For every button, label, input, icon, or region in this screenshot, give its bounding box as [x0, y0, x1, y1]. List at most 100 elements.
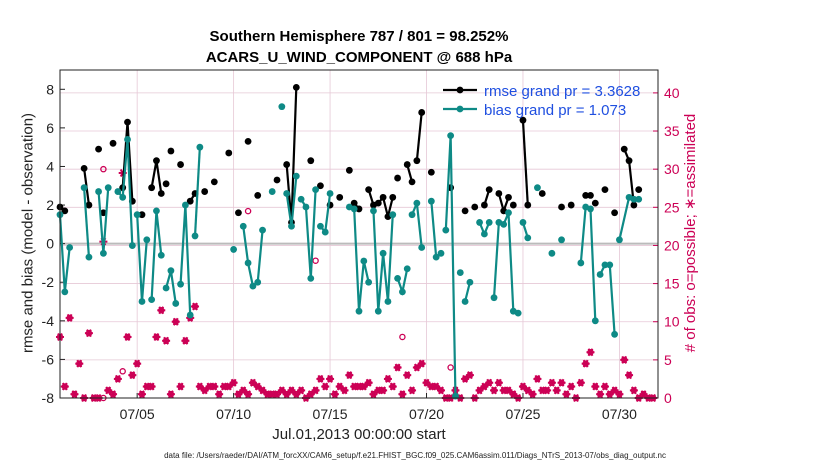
bias-point — [601, 261, 609, 269]
bias-point — [119, 193, 127, 201]
bias-point — [268, 188, 276, 195]
y-tick-label-right: 35 — [664, 123, 680, 139]
obs-assimilated-point — [480, 382, 489, 391]
y-tick-label-left: -8 — [42, 390, 55, 406]
rmse-point — [273, 176, 281, 184]
rmse-point — [519, 116, 527, 124]
rmse-point — [95, 145, 102, 153]
obs-assimilated-point — [215, 390, 224, 399]
obs-assimilated-point — [567, 382, 576, 391]
rmse-point — [186, 197, 194, 205]
obs-assimilated-point — [523, 386, 532, 395]
rmse-point — [109, 139, 117, 147]
obs-assimilated-point — [84, 329, 93, 338]
rmse-point — [495, 190, 503, 197]
bias-point — [490, 294, 498, 302]
obs-assimilated-point — [137, 390, 146, 399]
rmse-point — [480, 201, 488, 209]
rmse-point — [403, 161, 411, 168]
bias-point — [355, 307, 363, 315]
y-tick-label-left: 4 — [46, 158, 54, 174]
obs-assimilated-point — [321, 382, 330, 391]
obs-possible-point — [447, 364, 454, 371]
bias-point — [635, 195, 643, 203]
bias-point — [153, 207, 160, 215]
obs-assimilated-point — [379, 386, 388, 395]
obs-assimilated-point — [383, 374, 392, 383]
obs-assimilated-point — [113, 374, 122, 383]
obs-assimilated-point — [248, 378, 257, 387]
bias-point — [162, 284, 170, 292]
bias-point — [80, 184, 88, 192]
rmse-point — [225, 149, 233, 157]
obs-assimilated-point — [581, 359, 590, 368]
bias-point — [186, 311, 194, 319]
rmse-point — [611, 209, 618, 217]
rmse-point — [80, 165, 88, 172]
x-tick-label: 07/05 — [120, 406, 155, 422]
rmse-point — [630, 201, 638, 209]
rmse-point — [235, 209, 242, 217]
rmse-point — [61, 207, 69, 215]
obs-assimilated-point — [408, 386, 417, 395]
rmse-point — [509, 201, 517, 209]
bias-point — [312, 186, 319, 194]
rmse-point — [157, 190, 165, 197]
bias-point — [606, 261, 614, 269]
bias-point — [630, 195, 638, 203]
bias-point — [321, 228, 329, 236]
rmse-point — [153, 157, 160, 165]
obs-possible-point — [399, 333, 406, 341]
rmse-point — [505, 193, 512, 201]
obs-assimilated-point — [485, 378, 494, 387]
obs-assimilated-point — [557, 378, 566, 387]
obs-assimilated-point — [306, 390, 315, 399]
rmse-point — [167, 147, 175, 155]
rmse-point — [408, 178, 416, 186]
rmse-point — [582, 192, 590, 199]
bias-series-line — [83, 187, 91, 258]
bias-point — [587, 205, 594, 213]
y-tick-label-right: 30 — [664, 161, 680, 177]
obs-assimilated-point — [166, 390, 175, 399]
bias-point — [389, 211, 397, 219]
obs-assimilated-point — [340, 386, 349, 395]
obs-possible-point — [100, 165, 107, 173]
y-tick-label-right: 25 — [664, 199, 680, 215]
legend-rmse-marker — [456, 86, 464, 94]
obs-assimilated-point — [75, 359, 84, 368]
bias-point — [519, 219, 527, 226]
obs-assimilated-point — [152, 332, 161, 341]
obs-assimilated-point — [239, 386, 248, 395]
bias-point — [466, 278, 474, 286]
rmse-point — [283, 161, 291, 168]
bias-point — [254, 278, 262, 286]
rmse-point — [162, 180, 170, 188]
obs-assimilated-point — [311, 386, 320, 395]
x-tick-label: 07/15 — [313, 406, 348, 422]
x-tick-label: 07/10 — [216, 406, 251, 422]
bias-point — [172, 300, 180, 307]
chart-title: Southern Hemisphere 787 / 801 = 98.252% — [209, 28, 509, 45]
axes-box — [59, 69, 659, 399]
obs-assimilated-point — [369, 390, 378, 399]
bias-point — [437, 249, 445, 257]
bias-point — [114, 188, 122, 195]
rmse-point — [601, 186, 609, 194]
obs-assimilated-point — [171, 317, 180, 326]
x-tick-label: 07/20 — [409, 406, 444, 422]
obs-assimilated-point — [359, 382, 368, 391]
rmse-point — [292, 83, 300, 91]
rmse-point — [567, 201, 575, 209]
obs-possible-point — [244, 207, 252, 215]
bias-point — [259, 226, 266, 234]
x-tick-label: 07/25 — [505, 406, 540, 422]
bias-point — [447, 132, 455, 140]
y-tick-label-right: 20 — [664, 237, 680, 253]
bias-point — [138, 298, 146, 305]
bias-point — [143, 236, 151, 244]
obs-assimilated-point — [605, 390, 614, 399]
obs-assimilated-point — [494, 378, 503, 387]
obs-assimilated-point — [104, 386, 113, 395]
obs-assimilated-point — [465, 371, 474, 380]
